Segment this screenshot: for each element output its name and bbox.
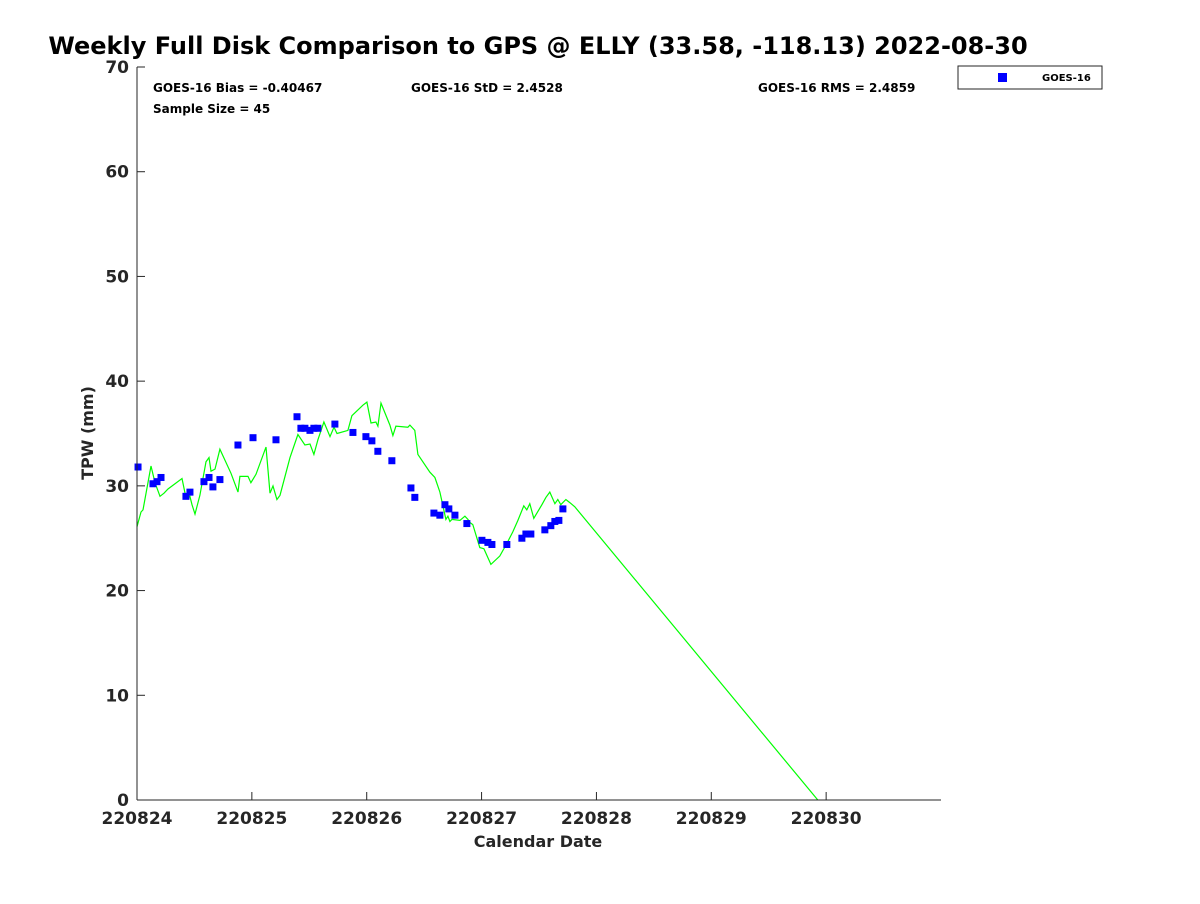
goes16-data-point — [547, 522, 555, 530]
goes16-data-point — [559, 505, 567, 513]
goes16-data-point — [249, 434, 257, 442]
goes16-data-point — [149, 480, 157, 488]
x-axis-label: Calendar Date — [474, 832, 603, 851]
goes16-data-point — [407, 484, 415, 492]
goes16-data-point — [411, 493, 419, 501]
goes16-data-point — [200, 478, 208, 486]
goes16-data-point — [430, 509, 438, 517]
plot-area — [137, 67, 941, 800]
goes16-data-point — [518, 534, 526, 542]
goes16-data-point — [349, 428, 357, 436]
goes16-data-point — [362, 433, 370, 441]
goes16-data-point — [209, 483, 217, 491]
goes16-data-point — [293, 413, 301, 421]
gps-series-line — [136, 400, 819, 801]
goes16-data-point — [484, 538, 492, 546]
goes16-data-point — [331, 420, 339, 428]
bias-stat: GOES-16 Bias = -0.40467 — [153, 81, 322, 95]
y-tick-label: 70 — [105, 58, 129, 78]
goes16-data-point — [451, 511, 459, 519]
goes16-data-point — [272, 436, 280, 444]
sample-size-stat: Sample Size = 45 — [153, 102, 270, 116]
x-tick-label: 220829 — [676, 809, 747, 829]
x-tick-label: 220825 — [216, 809, 287, 829]
goes16-data-point — [478, 536, 486, 544]
goes16-data-point — [182, 492, 190, 500]
goes16-data-point — [436, 511, 444, 519]
rms-stat: GOES-16 RMS = 2.4859 — [758, 81, 915, 95]
legend-marker-goes16 — [998, 73, 1007, 82]
y-tick-label: 20 — [105, 582, 129, 602]
y-tick-label: 30 — [105, 477, 129, 497]
x-tick-label: 220826 — [331, 809, 402, 829]
y-tick-label: 0 — [117, 791, 129, 811]
goes16-data-point — [441, 501, 449, 509]
goes16-data-point — [314, 424, 322, 432]
goes16-data-point — [310, 424, 318, 432]
goes16-data-point — [551, 517, 559, 525]
goes16-data-point — [234, 441, 242, 449]
goes16-data-point — [368, 437, 376, 445]
goes16-data-point — [297, 424, 305, 432]
legend-box — [957, 65, 1103, 90]
goes16-data-point — [527, 530, 535, 538]
x-tick-label: 220828 — [561, 809, 632, 829]
goes16-data-point — [522, 530, 530, 538]
chart-title: Weekly Full Disk Comparison to GPS @ ELL… — [48, 32, 1027, 60]
y-axis-label: TPW (mm) — [78, 386, 97, 480]
goes16-data-point — [488, 540, 496, 548]
goes16-data-point — [216, 476, 224, 484]
goes16-data-point — [445, 505, 453, 513]
goes16-data-point — [153, 478, 161, 486]
legend-label-goes16: GOES-16 — [1042, 73, 1091, 84]
y-tick-label: 60 — [105, 163, 129, 183]
goes16-data-point — [205, 473, 213, 481]
y-tick-label: 40 — [105, 372, 129, 392]
goes16-data-point — [463, 520, 471, 528]
goes16-data-point — [134, 463, 142, 471]
legend: GOES-16 — [957, 65, 1103, 90]
x-tick-label: 220827 — [446, 809, 517, 829]
goes16-data-point — [301, 424, 309, 432]
goes16-data-point — [541, 526, 549, 534]
goes16-data-point — [306, 426, 314, 434]
goes16-data-point — [555, 516, 563, 524]
std-stat: GOES-16 StD = 2.4528 — [411, 81, 563, 95]
goes16-data-point — [157, 473, 165, 481]
x-tick-label: 220830 — [791, 809, 862, 829]
goes16-data-point — [186, 488, 194, 496]
y-tick-label: 50 — [105, 267, 129, 287]
goes16-data-point — [388, 457, 396, 465]
goes16-data-point — [374, 447, 382, 455]
goes16-data-point — [503, 540, 511, 548]
x-tick-label: 220824 — [102, 809, 173, 829]
y-tick-label: 10 — [105, 686, 129, 706]
